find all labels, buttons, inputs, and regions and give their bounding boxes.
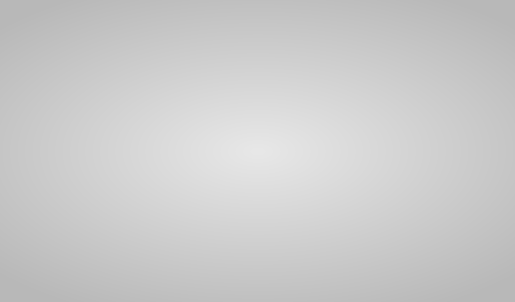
Text: 480: 480: [183, 128, 208, 141]
Legend: g/pot: g/pot: [17, 12, 72, 25]
Bar: [41, 162, 81, 205]
Bar: [444, 152, 485, 205]
Text: 459: 459: [116, 132, 141, 145]
Text: 0: 0: [24, 191, 31, 204]
Bar: [108, 124, 148, 205]
Text: 564: 564: [250, 115, 275, 128]
Bar: [175, 120, 216, 205]
Bar: [377, 57, 417, 205]
Text: 656: 656: [318, 100, 342, 113]
Text: 241: 241: [49, 167, 73, 180]
Bar: [310, 88, 350, 205]
Text: 833: 833: [385, 72, 409, 85]
Bar: [243, 105, 283, 205]
Text: 300: 300: [452, 157, 476, 170]
